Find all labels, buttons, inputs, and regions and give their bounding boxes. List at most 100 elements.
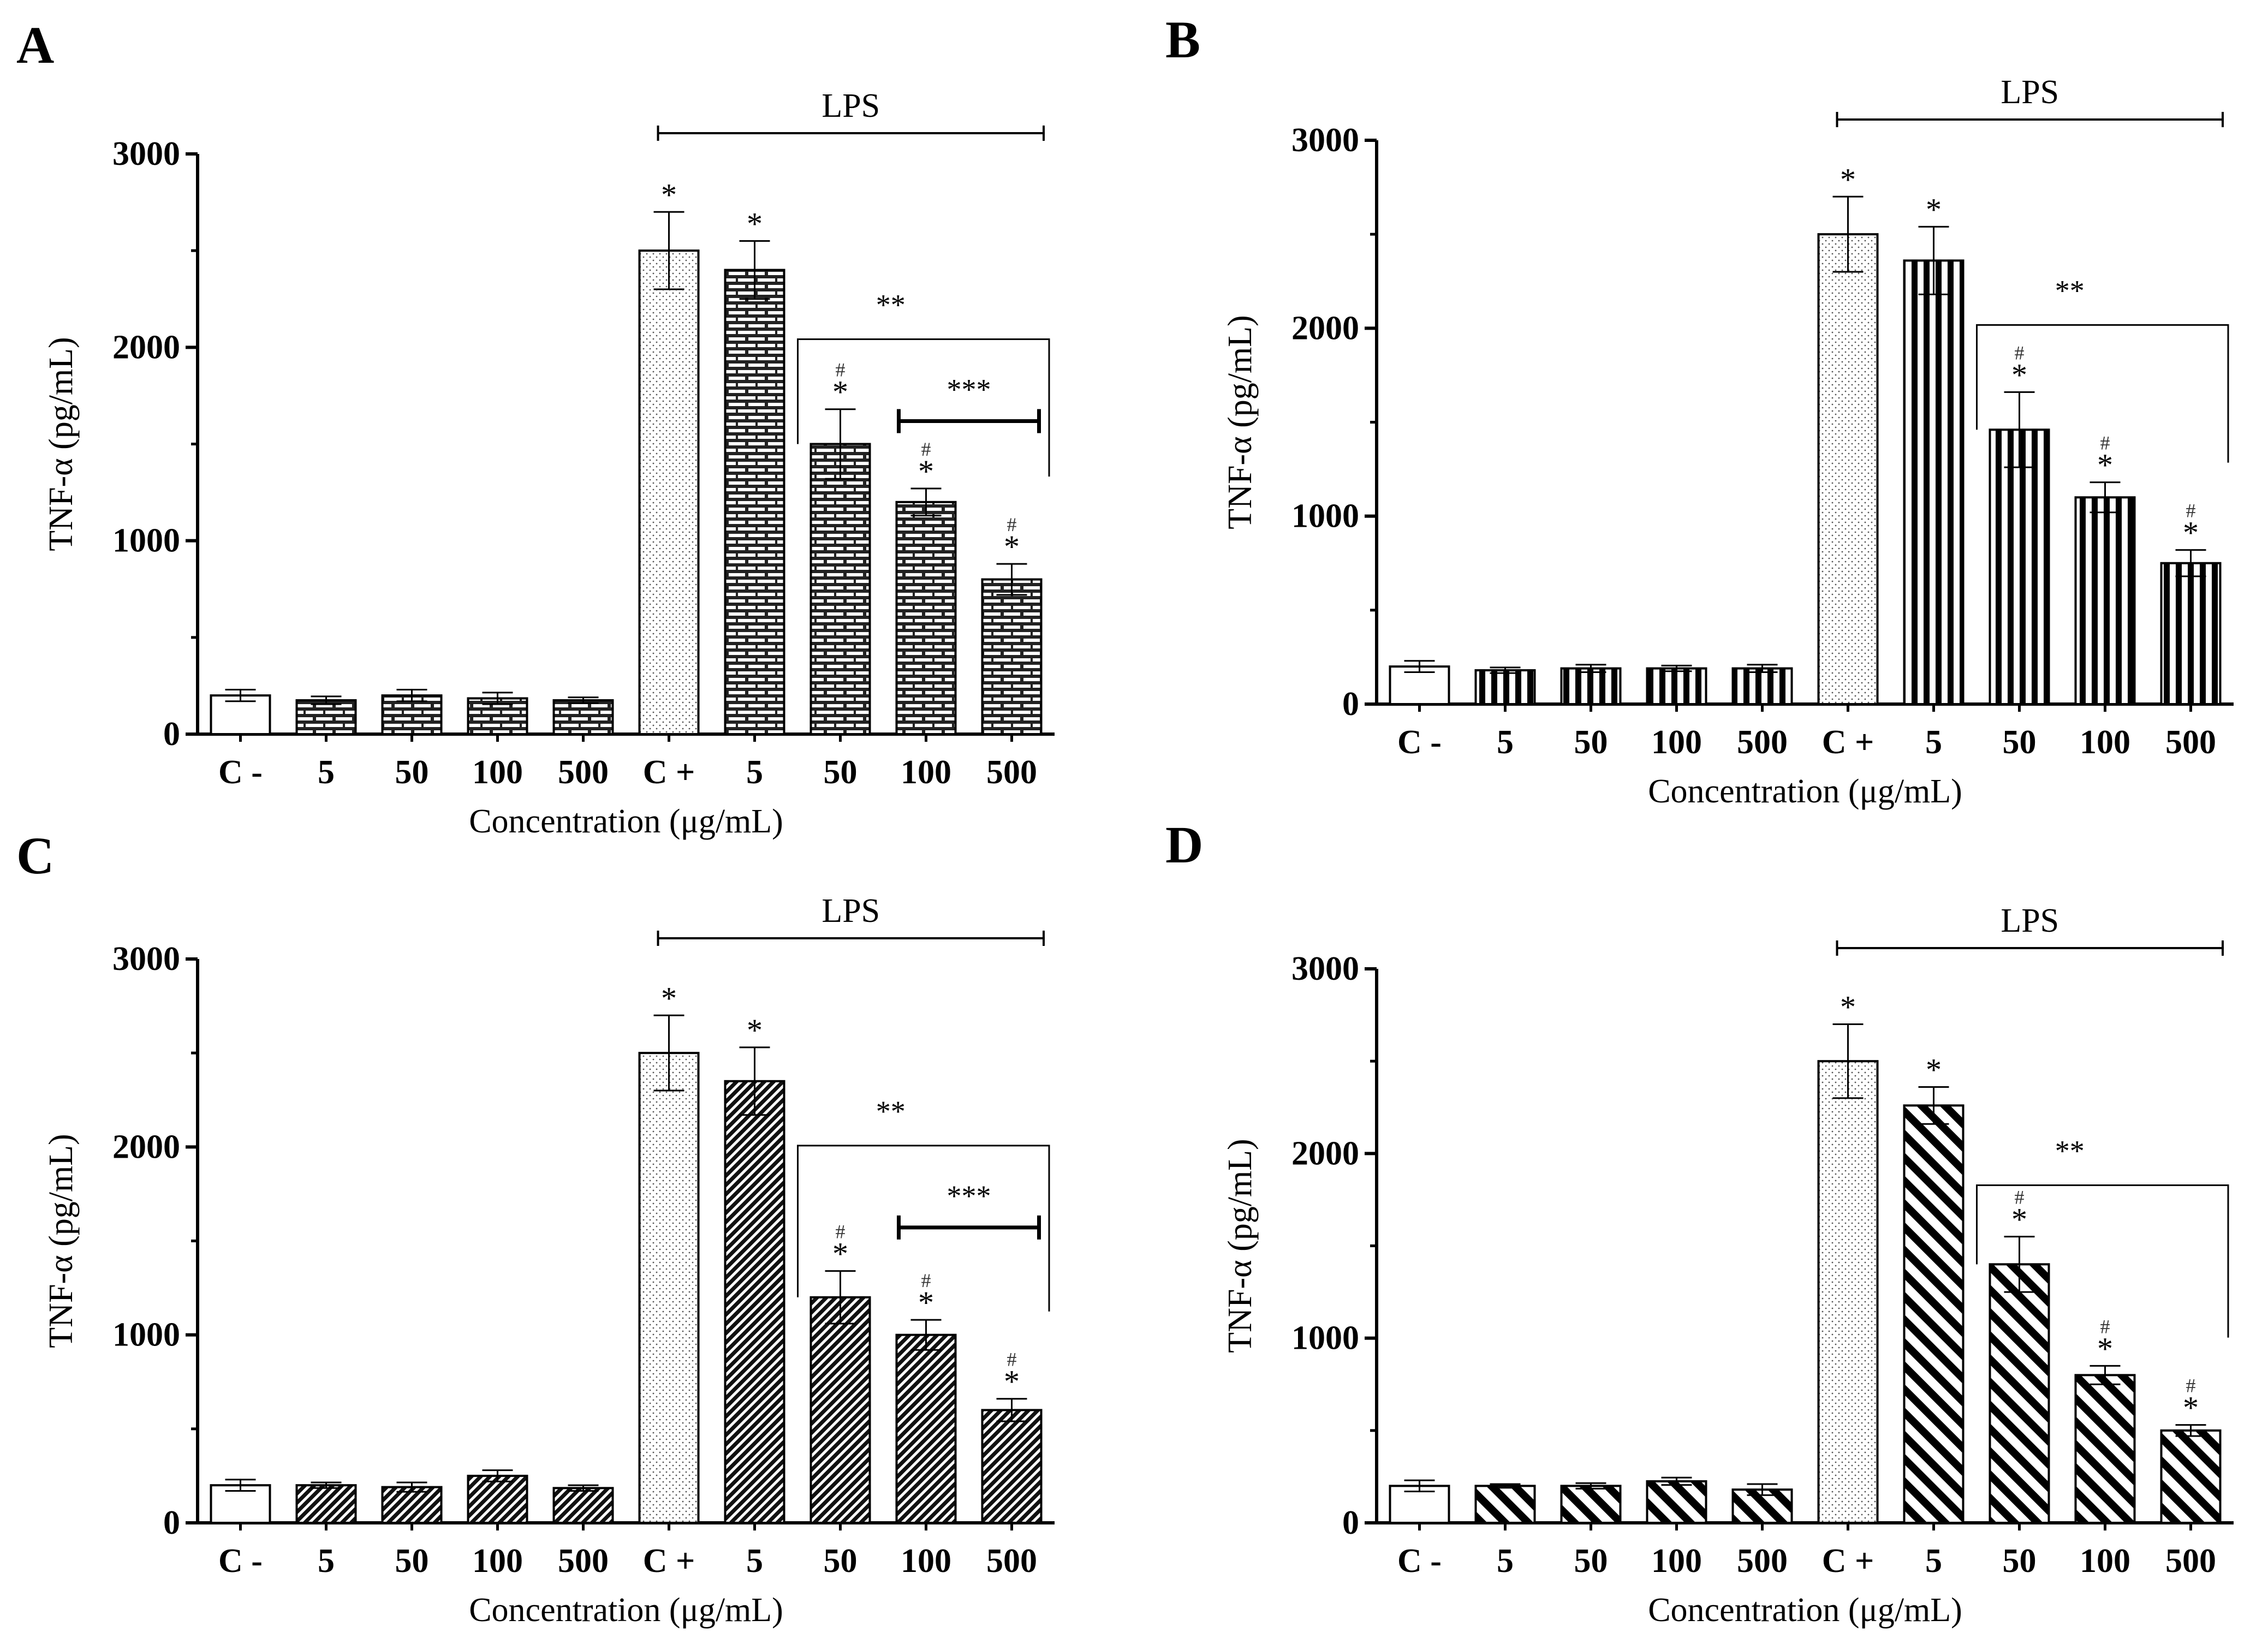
group-bracket-label: **	[876, 288, 906, 321]
x-tick-label: 100	[2080, 724, 2130, 761]
group-bracket-label: **	[876, 1095, 906, 1128]
bar	[2074, 1374, 2136, 1524]
x-tick-label: C +	[643, 754, 695, 791]
significance-star: *	[2011, 1202, 2027, 1237]
significance-star: *	[2097, 448, 2113, 483]
significance-hash: #	[1007, 1349, 1017, 1371]
significance-star: *	[2183, 515, 2199, 551]
group-bracket	[797, 338, 1050, 477]
bar	[381, 1486, 443, 1524]
significance-star: *	[1004, 1364, 1020, 1399]
significance-star: *	[2097, 1331, 2113, 1366]
bar	[467, 1474, 528, 1524]
panel-A: A 0 1000 2000 3000 TNF-α (pg/mL) C - 5 50 100 500 C…	[16, 16, 1055, 840]
y-tick-label: 0	[1342, 1504, 1359, 1541]
x-tick-label: 100	[901, 1542, 951, 1580]
bar	[724, 269, 785, 736]
group-bracket	[1976, 324, 2229, 463]
panel-letter: B	[1165, 10, 1200, 69]
bar	[809, 443, 871, 735]
x-tick-label: C +	[1822, 1542, 1874, 1580]
bar	[1474, 669, 1536, 706]
x-tick-label: C -	[218, 754, 263, 791]
bar	[724, 1080, 785, 1524]
x-tick-label: 5	[746, 754, 763, 791]
y-tick-label: 3000	[112, 940, 180, 978]
significance-hash: #	[2100, 1315, 2110, 1337]
x-axis-title: Concentration (μg/mL)	[469, 1592, 783, 1629]
bar	[295, 699, 357, 736]
x-tick-label: 50	[395, 754, 429, 791]
lps-label: LPS	[822, 892, 880, 930]
significance-star: *	[2011, 357, 2027, 392]
x-tick-label: C -	[1397, 1542, 1442, 1580]
bar	[1817, 233, 1879, 705]
x-tick-label: 50	[1574, 1542, 1608, 1580]
bar	[1989, 428, 2050, 705]
bar	[2160, 1429, 2222, 1524]
bar	[1646, 1480, 1707, 1524]
bar	[1903, 1104, 1965, 1524]
group-bracket	[1976, 1184, 2229, 1338]
bar	[1474, 1485, 1536, 1524]
bar	[895, 501, 957, 735]
y-axis-title: TNF-α (pg/mL)	[1222, 315, 1259, 529]
bar	[552, 699, 614, 736]
significance-star: *	[1840, 990, 1856, 1025]
x-tick-label: C +	[1822, 724, 1874, 761]
significance-hash: #	[2015, 342, 2025, 364]
x-tick-label: C -	[1397, 724, 1442, 761]
x-axis-title: Concentration (μg/mL)	[1648, 1592, 1962, 1629]
x-tick-label: 100	[1651, 724, 1702, 761]
lps-label: LPS	[822, 87, 880, 124]
significance-hash: #	[2100, 432, 2110, 454]
significance-star: *	[918, 454, 934, 489]
y-axis-title: TNF-α (pg/mL)	[1222, 1139, 1259, 1353]
x-tick-label: 5	[1925, 1542, 1942, 1580]
bar	[809, 1296, 871, 1524]
significance-hash: #	[836, 359, 846, 381]
significance-star: *	[832, 1236, 848, 1272]
significance-star: *	[2183, 1390, 2199, 1426]
significance-hash: #	[921, 1270, 931, 1291]
significance-hash: #	[2186, 1375, 2196, 1397]
x-tick-label: C -	[218, 1542, 263, 1580]
x-tick-label: 5	[1497, 1542, 1514, 1580]
x-tick-label: 500	[1737, 724, 1788, 761]
bar	[1560, 1485, 1622, 1524]
x-tick-label: 500	[558, 754, 609, 791]
bar	[2160, 562, 2222, 705]
bar	[552, 1487, 614, 1524]
bar	[1903, 259, 1965, 705]
x-tick-label: 50	[824, 1542, 858, 1580]
significance-hash: #	[2015, 1187, 2025, 1208]
x-tick-label: 100	[472, 754, 523, 791]
inner-bracket-label: ***	[947, 373, 991, 406]
bar	[2074, 496, 2136, 705]
significance-star: *	[747, 206, 763, 241]
group-bracket-label: **	[2055, 1135, 2085, 1168]
lps-label: LPS	[2001, 74, 2059, 111]
y-tick-label: 3000	[112, 135, 180, 172]
y-axis-title: TNF-α (pg/mL)	[43, 337, 80, 551]
significance-hash: #	[1007, 514, 1017, 535]
x-tick-label: 5	[1925, 724, 1942, 761]
y-tick-label: 2000	[112, 1128, 180, 1165]
x-tick-label: 100	[472, 1542, 523, 1580]
significance-hash: #	[836, 1221, 846, 1243]
x-tick-label: 50	[2003, 724, 2037, 761]
bar	[981, 1409, 1043, 1524]
y-tick-label: 0	[1342, 686, 1359, 723]
x-axis-title: Concentration (μg/mL)	[1648, 773, 1962, 810]
x-tick-label: C +	[643, 1542, 695, 1580]
significance-hash: #	[921, 438, 931, 460]
significance-star: *	[1840, 162, 1856, 197]
y-tick-label: 2000	[112, 329, 180, 366]
bar	[895, 1333, 957, 1524]
panel-C: C 0 1000 2000 3000 TNF-α (pg/mL) C - 5 50 100 500 C…	[16, 826, 1055, 1629]
bar	[467, 697, 528, 736]
y-tick-label: 1000	[1291, 498, 1359, 535]
panel-letter: A	[16, 16, 54, 74]
